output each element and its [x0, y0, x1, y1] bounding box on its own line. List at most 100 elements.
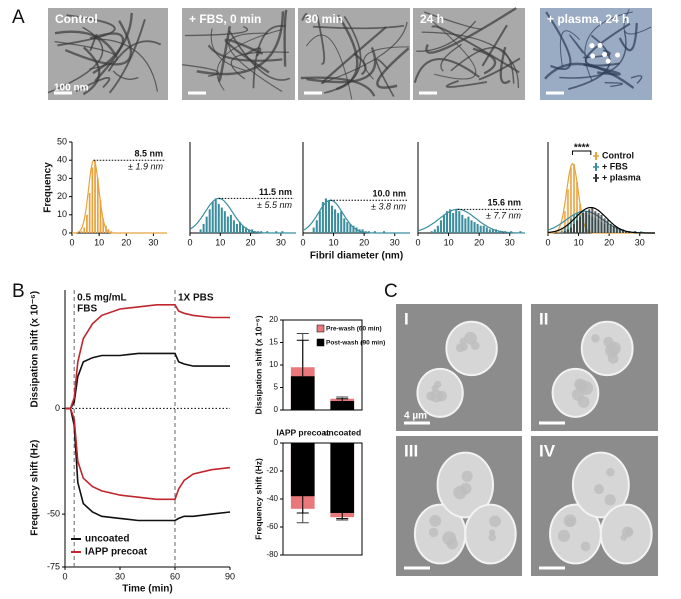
fit-curve	[417, 208, 525, 234]
fibril	[604, 82, 623, 88]
fibril	[64, 20, 132, 66]
fibril	[559, 30, 627, 79]
y-tick-label: 50	[57, 136, 67, 146]
fibril	[324, 15, 362, 94]
bar	[91, 167, 94, 233]
bar	[94, 160, 96, 233]
bar	[582, 212, 585, 233]
bar	[519, 231, 522, 233]
x-tick-label: 10	[94, 237, 104, 247]
bar	[485, 227, 488, 233]
bar	[560, 231, 563, 233]
y-tick-label: 10	[269, 360, 278, 369]
particle	[615, 52, 621, 58]
y-tick-label: 20	[57, 191, 67, 201]
bar	[315, 220, 318, 233]
bar	[569, 218, 572, 233]
bar	[340, 211, 343, 233]
fit-curve	[302, 199, 410, 234]
bar	[96, 178, 99, 233]
bar	[110, 231, 113, 233]
micrograph-label: Control	[55, 12, 98, 26]
bar	[217, 203, 220, 233]
fibril	[445, 80, 488, 88]
fibril	[218, 26, 231, 82]
micrograph	[182, 8, 295, 100]
bar	[226, 216, 229, 233]
fibril	[244, 47, 262, 57]
bar	[208, 209, 211, 233]
y-tick-label: 0	[55, 403, 60, 413]
fibril	[478, 57, 521, 81]
particle	[590, 53, 596, 59]
bar	[612, 225, 615, 233]
bar	[211, 202, 214, 233]
x-tick-label: 30	[505, 237, 515, 247]
bar	[334, 209, 337, 233]
line	[65, 407, 231, 501]
fibril	[82, 46, 101, 96]
x-tick-label: IAPP precoat	[276, 427, 329, 437]
bar	[510, 231, 513, 233]
annotation: ± 5.5 nm	[257, 200, 292, 210]
y-axis-label: Dissipation shift (x 10⁻⁶)	[30, 291, 41, 408]
cell-texture	[591, 334, 600, 343]
bar	[560, 227, 563, 233]
bar	[449, 209, 452, 233]
annotation: 8.5 nm	[134, 149, 163, 159]
bar	[458, 211, 461, 233]
bar	[235, 223, 238, 233]
annotation: 10.0 nm	[372, 189, 406, 199]
bar	[266, 231, 269, 233]
fibril	[618, 22, 638, 52]
bar	[624, 231, 627, 233]
bar	[442, 214, 446, 233]
bar	[290, 376, 315, 410]
legend-label: Control	[602, 150, 634, 160]
frame	[282, 319, 363, 411]
bar	[352, 225, 355, 233]
y-tick-label: 5	[274, 383, 279, 392]
bar	[241, 225, 245, 233]
cell-texture	[461, 470, 473, 482]
particle	[589, 43, 595, 49]
bar	[102, 218, 105, 233]
legend-label: Pre-wash (60 min)	[326, 326, 382, 333]
bar	[563, 211, 566, 233]
bar	[455, 209, 458, 233]
legend-swatch	[316, 338, 325, 347]
x-tick-label: 20	[604, 237, 614, 247]
bar	[473, 222, 476, 233]
sem-label: IV	[539, 441, 556, 460]
fibril	[421, 31, 520, 89]
bar	[467, 216, 470, 233]
x-axis-label: Time (min)	[122, 584, 172, 595]
cell-texture	[488, 533, 497, 542]
cell-texture	[605, 343, 619, 358]
bar	[430, 231, 433, 233]
x-tick-label: 30	[115, 571, 125, 581]
fibril	[413, 58, 480, 83]
panel-label: A	[12, 7, 25, 28]
bar	[606, 220, 609, 233]
cell-texture	[464, 331, 477, 345]
fibril	[321, 26, 387, 84]
bar	[245, 227, 248, 233]
y-tick-label: -75	[47, 561, 60, 571]
y-axis-label: Frequency	[43, 162, 54, 213]
bar	[569, 167, 572, 233]
legend-label: IAPP precoat	[85, 547, 148, 558]
fibril	[585, 22, 631, 67]
bar	[470, 220, 473, 233]
fibril	[568, 34, 611, 90]
bar	[337, 212, 340, 233]
fibril	[54, 30, 117, 56]
x-tick-label: 0	[415, 237, 420, 247]
bar	[223, 211, 226, 233]
fibril	[583, 49, 611, 59]
cell-texture	[429, 514, 442, 527]
y-tick-label: 30	[57, 173, 67, 183]
cell-texture	[580, 541, 591, 552]
bar	[220, 207, 223, 233]
bar	[488, 229, 491, 233]
